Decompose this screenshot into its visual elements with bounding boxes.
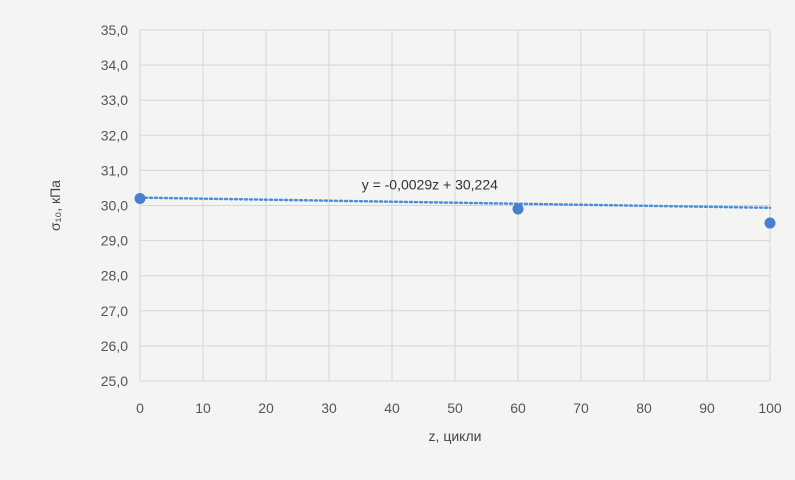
y-tick-label: 33,0 — [101, 92, 128, 108]
trendline-equation: y = -0,0029z + 30,224 — [362, 177, 498, 193]
data-point — [512, 203, 524, 215]
x-tick-label: 60 — [510, 400, 526, 416]
y-tick-label: 32,0 — [101, 127, 128, 143]
trendline-group — [138, 196, 772, 210]
axes: 25,0 26,0 27,0 28,0 29,0 30,0 31,0 32,0 33,0 34,0… — [101, 22, 782, 416]
x-tick-label: 30 — [321, 400, 337, 416]
y-tick-label: 28,0 — [101, 268, 128, 284]
x-tick-label: 100 — [758, 400, 782, 416]
gridlines — [139, 29, 771, 382]
y-tick-label: 27,0 — [101, 303, 128, 319]
data-point — [764, 217, 776, 229]
y-tick-label: 29,0 — [101, 233, 128, 249]
trendline — [138, 196, 772, 210]
data-points — [134, 192, 776, 229]
y-tick-label: 26,0 — [101, 338, 128, 354]
x-tick-label: 50 — [447, 400, 463, 416]
x-tick-label: 70 — [573, 400, 589, 416]
x-tick-label: 90 — [699, 400, 715, 416]
y-tick-label: 35,0 — [101, 22, 128, 38]
y-tick-label: 34,0 — [101, 57, 128, 73]
x-axis-title: z, цикли — [429, 428, 482, 444]
x-tick-label: 0 — [136, 400, 144, 416]
y-axis-title: σ₁₀, кПа — [47, 180, 63, 231]
x-tick-label: 40 — [384, 400, 400, 416]
y-tick-label: 30,0 — [101, 198, 128, 214]
x-tick-label: 10 — [195, 400, 211, 416]
x-tick-label: 20 — [258, 400, 274, 416]
x-tick-label: 80 — [636, 400, 652, 416]
data-point — [134, 192, 146, 204]
y-tick-label: 25,0 — [101, 373, 128, 389]
y-tick-label: 31,0 — [101, 162, 128, 178]
